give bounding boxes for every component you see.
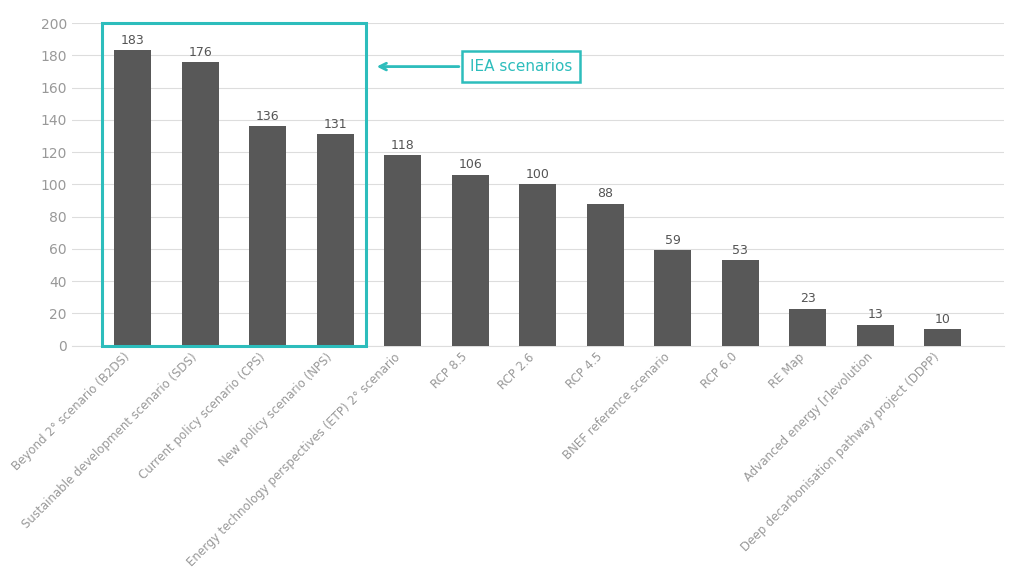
Bar: [181, 62, 219, 346]
Bar: [790, 309, 826, 346]
Text: 118: 118: [391, 139, 415, 152]
Bar: [316, 134, 353, 346]
Text: 59: 59: [665, 234, 681, 247]
Bar: [384, 156, 421, 346]
Bar: [924, 329, 962, 346]
Text: 183: 183: [121, 34, 144, 47]
Text: 23: 23: [800, 292, 815, 305]
Text: 106: 106: [458, 158, 482, 172]
Text: 100: 100: [525, 168, 550, 181]
Text: 88: 88: [597, 187, 613, 200]
Text: 53: 53: [732, 244, 749, 257]
Text: 10: 10: [935, 313, 950, 326]
Bar: [856, 325, 894, 346]
Bar: [587, 204, 624, 346]
Bar: [114, 51, 152, 346]
Text: 136: 136: [256, 110, 280, 123]
Bar: [249, 126, 286, 346]
Bar: [722, 260, 759, 346]
Text: IEA scenarios: IEA scenarios: [470, 59, 572, 74]
Bar: [452, 175, 488, 346]
Bar: [654, 251, 691, 346]
Text: 13: 13: [867, 308, 883, 321]
Bar: [519, 184, 556, 346]
Text: 131: 131: [324, 118, 347, 131]
Text: 176: 176: [188, 46, 212, 59]
